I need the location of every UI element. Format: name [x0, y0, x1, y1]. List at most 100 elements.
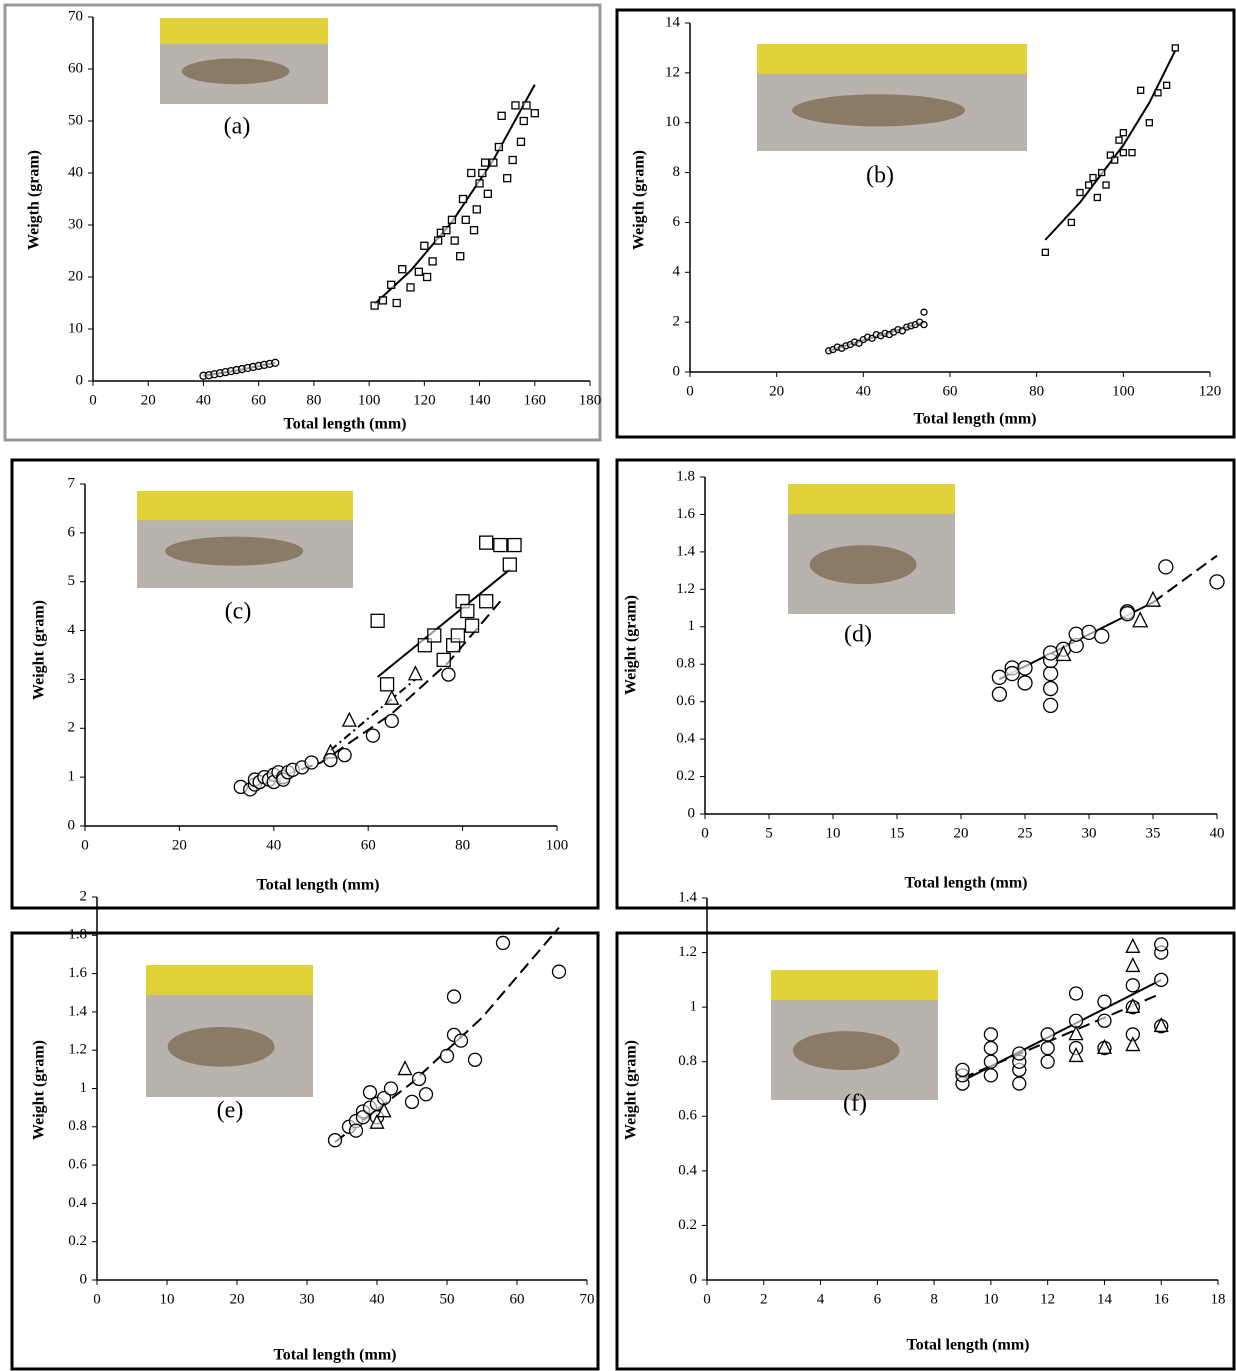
point [472, 205, 481, 214]
x-tick-label: 16 [1154, 1291, 1170, 1307]
x-tick-label: 10 [983, 1291, 998, 1307]
panel: (d) 0 5 10 15 20 25 30 35 40 0 0.2 0.4 0.6 0.8 1 1.2 1.4 1… [615, 458, 1236, 910]
x-tick-label: 140 [468, 392, 491, 408]
point [370, 613, 385, 628]
y-tick-label: 10 [68, 320, 83, 336]
point [433, 236, 443, 245]
point [355, 1110, 371, 1125]
point [489, 158, 498, 167]
x-tick-label: 160 [524, 392, 547, 408]
point [511, 101, 520, 110]
point [480, 158, 490, 167]
point [387, 280, 396, 289]
y-tick-label: 0 [76, 372, 84, 388]
point [453, 1033, 469, 1048]
point [508, 155, 517, 165]
point [392, 298, 401, 308]
point [1012, 1076, 1027, 1091]
point [983, 1027, 999, 1042]
point [493, 537, 508, 553]
point [519, 116, 528, 126]
ruler [757, 44, 1027, 74]
panel-frame [615, 8, 1236, 439]
x-axis-title: Total length (mm) [914, 411, 1037, 428]
point [467, 1052, 483, 1067]
y-tick-label: 1.4 [678, 889, 697, 905]
y-tick-label: 1.8 [676, 468, 695, 484]
x-tick-label: 8 [930, 1291, 938, 1307]
panel-frame [10, 458, 600, 910]
point [458, 194, 468, 204]
point [920, 308, 928, 316]
point [323, 752, 338, 768]
point [1102, 181, 1110, 189]
panel-label: (a) [224, 114, 251, 140]
point [1042, 645, 1059, 661]
x-tick-label: 6 [874, 1291, 882, 1307]
point [1171, 44, 1179, 52]
point [1145, 119, 1153, 127]
x-axis-title: Total length (mm) [257, 877, 380, 894]
x-tick-label: 80 [455, 837, 470, 853]
x-axis-title: Total length (mm) [284, 416, 407, 433]
y-tick-label: 4 [673, 264, 681, 280]
x-tick-label: 12 [1040, 1291, 1055, 1307]
y-tick-label: 1 [690, 999, 698, 1015]
panel: (c) 0 20 40 60 80 100 0 1 2 3 4 5 6 7 Total length (mm)… [10, 458, 600, 910]
point [1125, 997, 1141, 1013]
x-tick-label: 18 [1211, 1291, 1226, 1307]
y-tick-label: 10 [665, 114, 680, 130]
point [341, 711, 357, 727]
point [383, 1081, 399, 1096]
y-tick-label: 0.6 [68, 1157, 87, 1173]
panel-label: (f) [843, 1091, 867, 1117]
y-tick-label: 40 [68, 164, 83, 180]
point [1041, 248, 1049, 256]
point [1137, 86, 1145, 94]
y-tick-label: 1.4 [68, 1003, 87, 1019]
point [1119, 148, 1127, 157]
point [337, 748, 352, 763]
point [522, 101, 531, 110]
point [379, 677, 395, 692]
point [1094, 628, 1110, 644]
x-tick-label: 2 [760, 1291, 768, 1307]
point [418, 1087, 434, 1102]
point [446, 989, 462, 1004]
point [411, 1071, 427, 1087]
x-tick-label: 60 [510, 1291, 525, 1307]
point [441, 667, 456, 682]
point [384, 689, 400, 705]
panel: (f) 0 2 4 6 8 10 12 14 16 18 0 0.2 0.4 0.6 0.8 1 1.2 1.4 To… [615, 889, 1236, 1371]
point [1096, 1038, 1112, 1054]
x-tick-label: 100 [1112, 383, 1135, 399]
point [1106, 151, 1114, 159]
y-tick-label: 0.2 [678, 1217, 697, 1233]
y-tick-label: 6 [68, 524, 76, 540]
y-tick-label: 1 [80, 1080, 88, 1096]
x-tick-label: 0 [89, 392, 97, 408]
point [1040, 1040, 1055, 1056]
y-tick-label: 6 [673, 214, 681, 230]
y-tick-label: 0.6 [678, 1108, 697, 1124]
y-tick-label: 0 [80, 1271, 88, 1287]
x-tick-label: 30 [1082, 825, 1097, 841]
point [450, 236, 459, 245]
point [530, 109, 539, 118]
point [955, 1062, 970, 1078]
point [1012, 1046, 1027, 1061]
point [991, 669, 1008, 685]
point [1115, 136, 1123, 144]
point [450, 628, 466, 643]
y-tick-label: 1.6 [68, 965, 87, 981]
x-tick-label: 35 [1146, 825, 1161, 841]
point [1089, 173, 1097, 182]
point [348, 1123, 364, 1138]
y-tick-label: 0.8 [68, 1118, 87, 1134]
x-tick-label: 5 [765, 825, 773, 841]
point [502, 557, 517, 572]
point [479, 535, 494, 550]
point [428, 257, 437, 266]
y-tick-label: 1.6 [676, 506, 695, 522]
y-tick-label: 0 [690, 1271, 698, 1287]
